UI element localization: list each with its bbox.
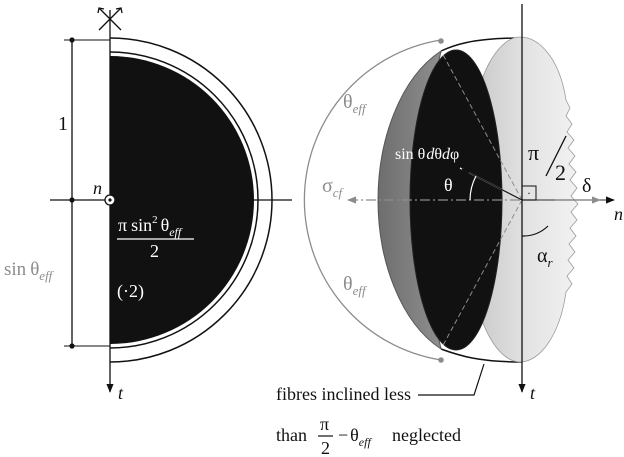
caption-theta-eff: − θeff [338, 425, 372, 449]
right-figure: · θeff θeff σcf sin θdθdφ θ π 2 δ n t αr [303, 4, 623, 403]
left-figure: 1 n t sin θeff π sin2 θeff 2 (·2) [4, 7, 292, 403]
neglected-arc-bottom [440, 348, 523, 363]
caption-leader-line [418, 363, 485, 396]
label-n-right: n [614, 204, 623, 224]
label-delta: δ [582, 175, 591, 197]
caption-line1: fibres inclined less [276, 384, 411, 404]
label-alpha-r: αr [537, 245, 553, 270]
crossed-arrows-icon [97, 7, 123, 31]
caption: fibres inclined less than π 2 − θeff negl… [276, 384, 461, 457]
label-sigma-cf: σcf [322, 175, 345, 200]
caption-pi: π [320, 414, 329, 434]
svg-text:π: π [528, 140, 539, 165]
label-element-area: sin θdθdφ [395, 146, 459, 163]
dashed-rays [440, 50, 523, 350]
dim-dot-bottom [69, 343, 75, 349]
outer-gray-arc [303, 39, 442, 361]
label-theta-eff-top: θeff [343, 91, 368, 116]
caption-den: 2 [321, 438, 330, 457]
svg-text:2: 2 [150, 241, 159, 261]
fibre-direction-arrow-core [461, 168, 523, 201]
n-dot [108, 198, 112, 202]
label-t-right: t [530, 383, 536, 403]
alpha-r-arc [521, 225, 549, 237]
neglected-arc [440, 37, 523, 52]
right-angle-dot: · [527, 186, 531, 200]
pi-over-two-label: π 2 [528, 135, 567, 185]
svg-text:2: 2 [555, 160, 566, 185]
label-theta-inner: θ [444, 175, 453, 195]
right-angle-marker [521, 185, 537, 201]
caption-than: than [276, 425, 307, 445]
dim-dot-mid [69, 197, 75, 203]
label-sin-theta-eff: sin θeff [4, 259, 55, 283]
arc-endpoint-bottom [438, 357, 444, 363]
times-two-label: (·2) [117, 281, 144, 302]
label-t-left: t [118, 383, 124, 403]
label-n-left: n [93, 178, 102, 198]
theta-angle-arc [469, 175, 477, 201]
arc-endpoint-top [438, 38, 444, 44]
area-formula: π sin2 θeff 2 [117, 214, 194, 261]
label-one: 1 [58, 113, 68, 135]
caption-neglected: neglected [392, 425, 461, 445]
dim-dot-top [69, 37, 75, 43]
label-theta-eff-bottom: θeff [343, 273, 368, 298]
